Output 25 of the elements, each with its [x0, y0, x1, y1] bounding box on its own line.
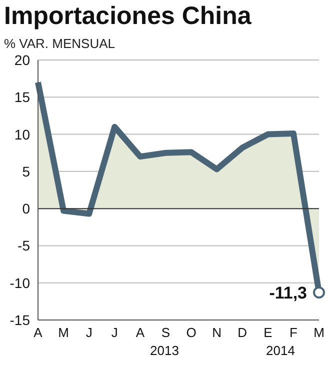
text: 2014 [266, 343, 295, 358]
y-tick-label: -10 [10, 274, 30, 291]
x-tick-label: N [212, 325, 222, 340]
y-tick-label: 5 [22, 163, 30, 180]
y-tick-label: 15 [14, 89, 30, 106]
x-tick-label: E [264, 325, 273, 340]
x-tick-label: M [314, 325, 324, 340]
x-tick-label: M [58, 325, 69, 340]
chart-subtitle: % VAR. MENSUAL [4, 36, 116, 51]
x-tick-label: S [161, 325, 170, 340]
y-tick-label: 20 [14, 52, 30, 68]
y-tick-label: -5 [18, 238, 30, 254]
y-tick-label: 0 [22, 200, 30, 217]
x-tick-label: A [136, 325, 145, 340]
text: 2013 [150, 343, 179, 358]
y-tick-label: 10 [14, 126, 30, 142]
x-tick-label: O [186, 325, 196, 340]
y-tick-label: -15 [10, 312, 30, 328]
x-tick-label: J [111, 325, 118, 340]
x-tick-label: A [34, 325, 43, 340]
data-label: -11,3 [269, 284, 307, 303]
chart-title: Importaciones China [4, 2, 252, 31]
x-tick-label: F [289, 325, 298, 340]
x-tick-label: D [238, 325, 248, 340]
x-tick-label: J [86, 325, 92, 340]
